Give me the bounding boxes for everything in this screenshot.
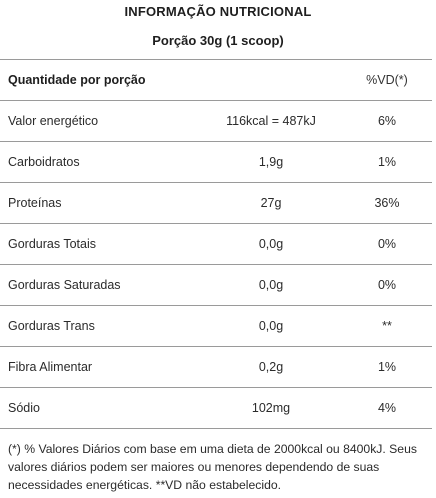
nutrient-name: Gorduras Saturadas	[8, 278, 121, 292]
divider	[0, 428, 432, 429]
nutrition-table: Quantidade por porção %VD(*) Valor energ…	[0, 59, 436, 429]
table-row: Gorduras Saturadas 0,0g 0%	[0, 265, 436, 305]
table-row: Fibra Alimentar 0,2g 1%	[0, 347, 436, 387]
nutrient-amount: 0,0g	[258, 278, 284, 292]
nutrient-amount: 1,9g	[258, 155, 284, 169]
header-quantity-label: Quantidade por porção	[8, 73, 146, 87]
table-header-row: Quantidade por porção %VD(*)	[0, 60, 436, 100]
table-row: Sódio 102mg 4%	[0, 388, 436, 428]
nutrient-name: Gorduras Trans	[8, 319, 95, 333]
divider	[0, 264, 432, 265]
divider	[0, 305, 432, 306]
nutrient-vd: 36%	[374, 196, 400, 210]
table-row: Gorduras Trans 0,0g **	[0, 306, 436, 346]
nutrient-amount: 0,0g	[258, 237, 284, 251]
nutrient-vd: 0%	[377, 237, 397, 251]
serving-size: Porção 30g (1 scoop)	[152, 33, 284, 48]
divider	[0, 182, 432, 183]
table-row: Valor energético 116kcal = 487kJ 6%	[0, 101, 436, 141]
page-title: INFORMAÇÃO NUTRICIONAL	[124, 4, 312, 19]
table-row: Carboidratos 1,9g 1%	[0, 142, 436, 182]
nutrient-vd: 0%	[377, 278, 397, 292]
nutrient-vd: 4%	[377, 401, 397, 415]
footnote: (*) % Valores Diários com base em uma di…	[8, 442, 417, 492]
nutrient-name: Proteínas	[8, 196, 62, 210]
divider	[0, 141, 432, 142]
divider	[0, 346, 432, 347]
nutrient-amount: 102mg	[251, 401, 291, 415]
nutrient-name: Sódio	[8, 401, 40, 415]
nutrient-amount: 0,0g	[258, 319, 284, 333]
header-vd-label: %VD(*)	[366, 73, 408, 87]
divider	[0, 387, 432, 388]
nutrient-amount: 116kcal = 487kJ	[226, 114, 316, 128]
nutrient-vd: 1%	[377, 360, 397, 374]
table-row: Gorduras Totais 0,0g 0%	[0, 224, 436, 264]
nutrient-name: Gorduras Totais	[8, 237, 97, 251]
divider	[0, 223, 432, 224]
nutrient-name: Fibra Alimentar	[8, 360, 93, 374]
nutrient-vd: **	[382, 319, 392, 333]
divider	[0, 59, 432, 60]
nutrient-name: Carboidratos	[8, 155, 80, 169]
nutrient-vd: 1%	[377, 155, 397, 169]
nutrient-amount: 27g	[260, 196, 282, 210]
nutrient-vd: 6%	[377, 114, 397, 128]
divider	[0, 100, 432, 101]
nutrient-name: Valor energético	[8, 114, 99, 128]
table-row: Proteínas 27g 36%	[0, 183, 436, 223]
table-body: Valor energético 116kcal = 487kJ 6% Carboid…	[0, 101, 436, 429]
nutrient-amount: 0,2g	[258, 360, 284, 374]
